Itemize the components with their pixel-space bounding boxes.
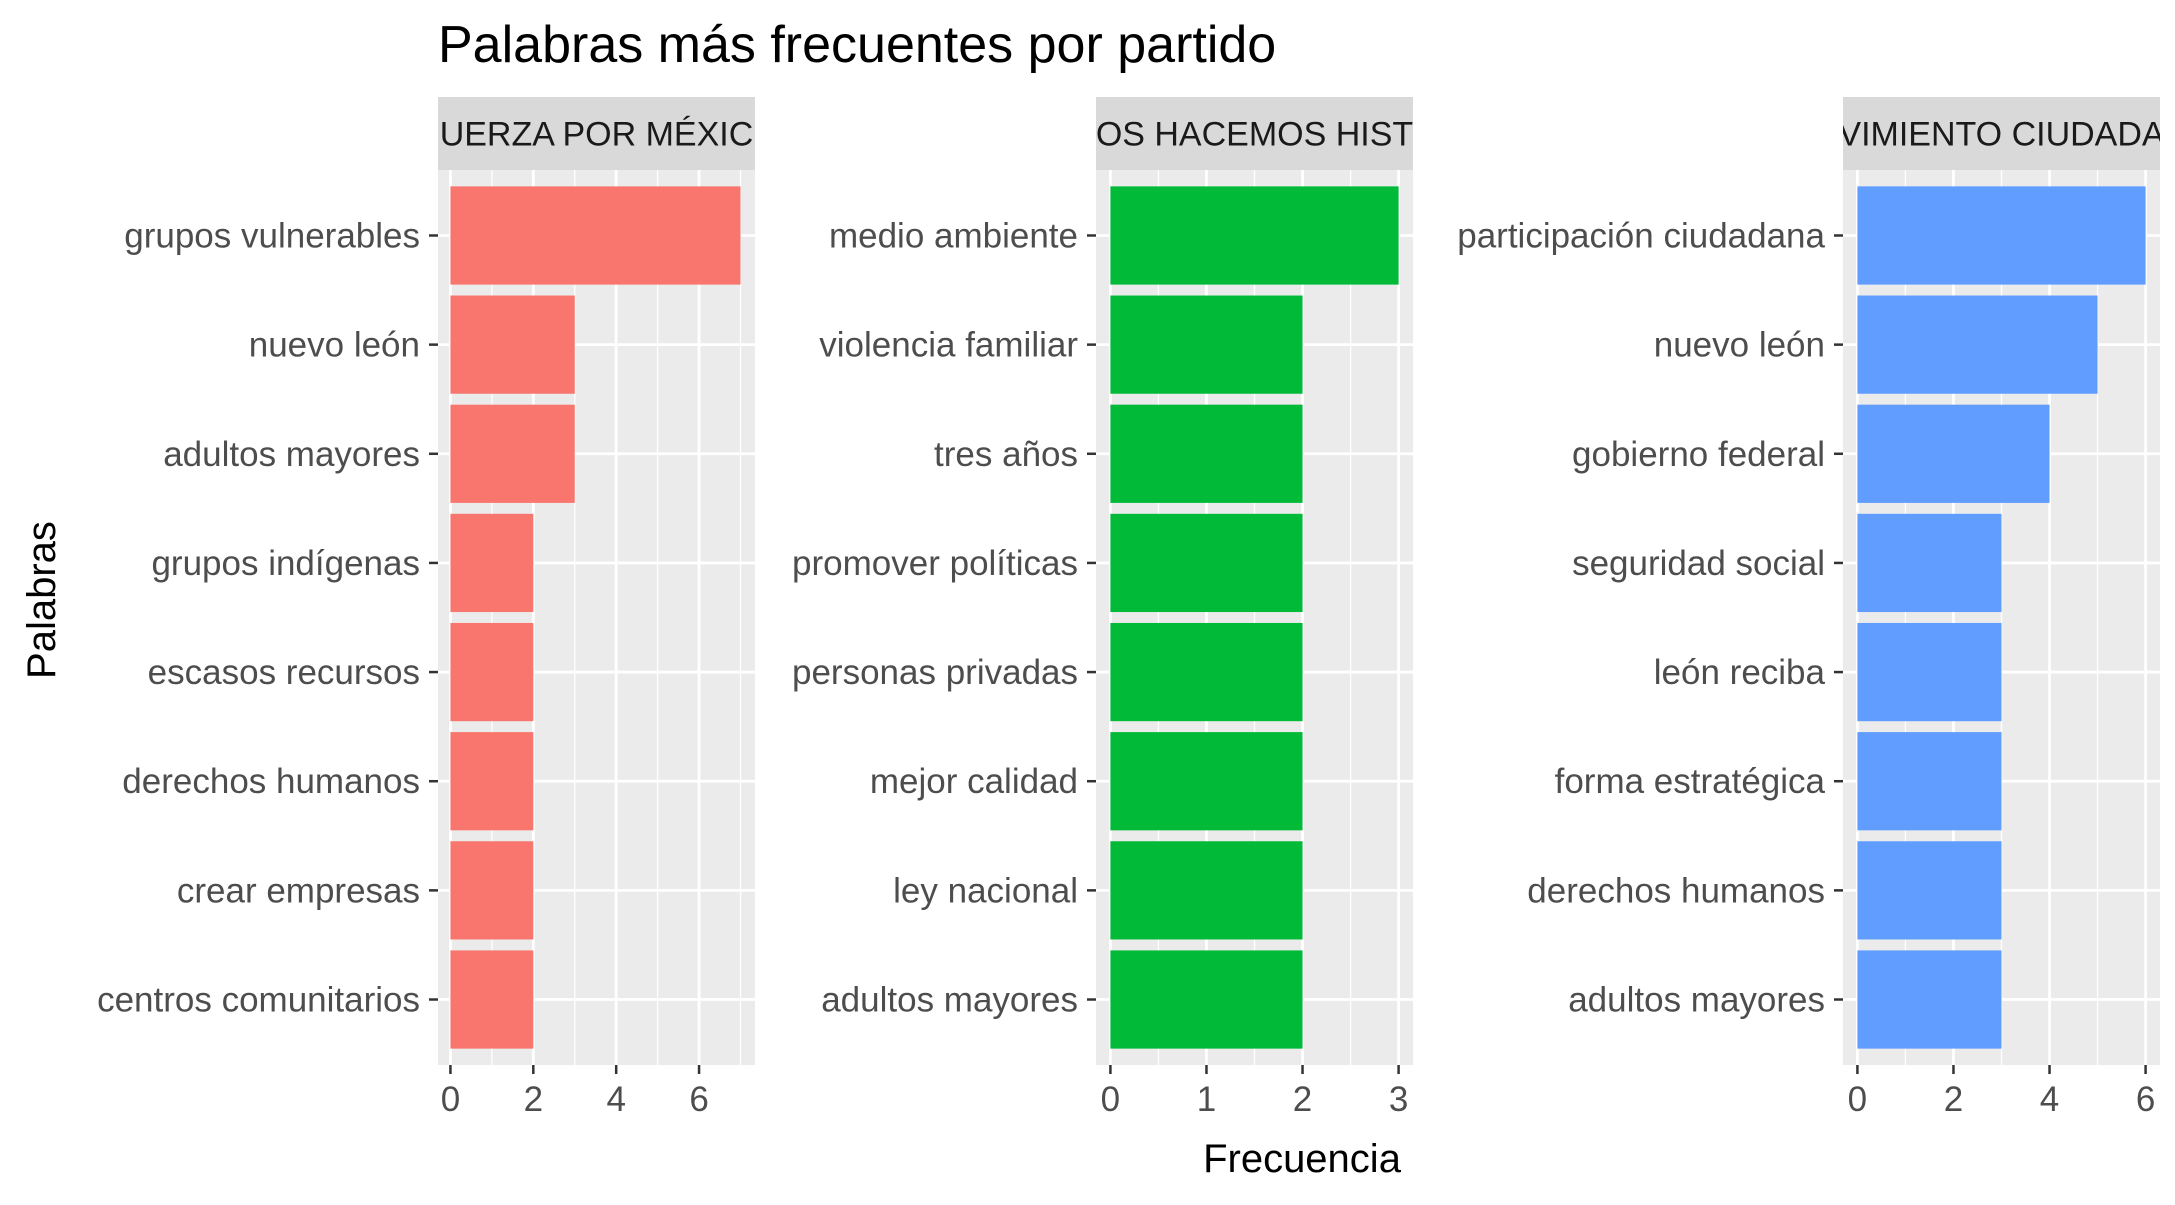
bar xyxy=(450,513,534,613)
category-label: gobierno federal xyxy=(1572,435,1825,474)
bar xyxy=(1110,622,1303,722)
bar xyxy=(1857,186,2146,285)
category-label: derechos humanos xyxy=(122,762,420,801)
category-label: adultos mayores xyxy=(821,981,1078,1020)
chart-title: Palabras más frecuentes por partido xyxy=(438,16,1276,74)
panel-strip xyxy=(1843,97,2160,170)
bar xyxy=(1110,732,1303,831)
bar xyxy=(1110,513,1303,613)
bar xyxy=(1110,950,1303,1049)
x-tick-label: 6 xyxy=(689,1080,708,1119)
category-label: medio ambiente xyxy=(829,216,1078,255)
x-axis-title: Frecuencia xyxy=(1203,1137,1402,1181)
category-label: nuevo león xyxy=(1654,326,1825,365)
x-tick-label: 3 xyxy=(1389,1080,1408,1119)
bar xyxy=(1110,404,1303,503)
bar xyxy=(450,295,575,394)
x-tick-label: 6 xyxy=(2136,1080,2155,1119)
bar xyxy=(1857,732,2002,831)
x-tick-label: 2 xyxy=(524,1080,543,1119)
category-label: adultos mayores xyxy=(1568,981,1825,1020)
y-axis-title: Palabras xyxy=(20,521,64,679)
category-label: derechos humanos xyxy=(1527,871,1825,910)
bar xyxy=(1857,841,2002,940)
panel-2: OS HACEMOS HIST medio ambiente violencia f… xyxy=(792,97,1413,1119)
category-label: promover políticas xyxy=(792,544,1078,583)
bar xyxy=(1857,513,2002,613)
bar xyxy=(450,622,534,722)
category-label: centros comunitarios xyxy=(97,981,420,1020)
panel-3: VIMIENTO CIUDADA participación ciudadana n… xyxy=(1457,97,2165,1119)
bar xyxy=(1857,404,2050,503)
category-label: grupos vulnerables xyxy=(124,216,420,255)
panel-strip xyxy=(438,97,755,170)
category-label: forma estratégica xyxy=(1555,762,1826,801)
bar xyxy=(450,841,534,940)
panel-1: UERZA POR MÉXIC grupos vulnerables nuevo l… xyxy=(97,97,755,1119)
bar xyxy=(450,186,741,285)
bar xyxy=(1110,295,1303,394)
category-label: violencia familiar xyxy=(819,326,1078,365)
x-tick-label: 2 xyxy=(1293,1080,1312,1119)
category-label: león reciba xyxy=(1654,653,1826,692)
x-tick-label: 4 xyxy=(2040,1080,2059,1119)
bar xyxy=(1857,295,2098,394)
bar xyxy=(1110,186,1399,285)
category-label: ley nacional xyxy=(893,871,1078,910)
category-label: participación ciudadana xyxy=(1457,216,1825,255)
panels: UERZA POR MÉXIC grupos vulnerables nuevo l… xyxy=(97,97,2165,1119)
category-label: seguridad social xyxy=(1572,544,1825,583)
x-tick-label: 4 xyxy=(606,1080,625,1119)
panel-strip-label: UERZA POR MÉXIC xyxy=(440,116,754,154)
x-tick-label: 0 xyxy=(441,1080,460,1119)
category-label: adultos mayores xyxy=(163,435,420,474)
panel-strip-label: OS HACEMOS HIST xyxy=(1096,116,1413,154)
category-label: mejor calidad xyxy=(870,762,1078,801)
bar xyxy=(1857,950,2002,1049)
category-label: personas privadas xyxy=(792,653,1078,692)
x-tick-label: 0 xyxy=(1848,1080,1867,1119)
bar xyxy=(1110,841,1303,940)
bar xyxy=(450,950,534,1049)
category-label: escasos recursos xyxy=(148,653,420,692)
category-label: grupos indígenas xyxy=(151,544,420,583)
category-label: crear empresas xyxy=(177,871,420,910)
panel-strip xyxy=(1096,97,1413,170)
panel-strip-label: VIMIENTO CIUDADA xyxy=(1838,116,2165,154)
bar xyxy=(450,732,534,831)
x-tick-label: 1 xyxy=(1197,1080,1216,1119)
bar xyxy=(1857,622,2002,722)
bar xyxy=(450,404,575,503)
category-label: tres años xyxy=(934,435,1078,474)
x-tick-label: 2 xyxy=(1944,1080,1963,1119)
category-label: nuevo león xyxy=(249,326,420,365)
x-tick-label: 0 xyxy=(1101,1080,1120,1119)
